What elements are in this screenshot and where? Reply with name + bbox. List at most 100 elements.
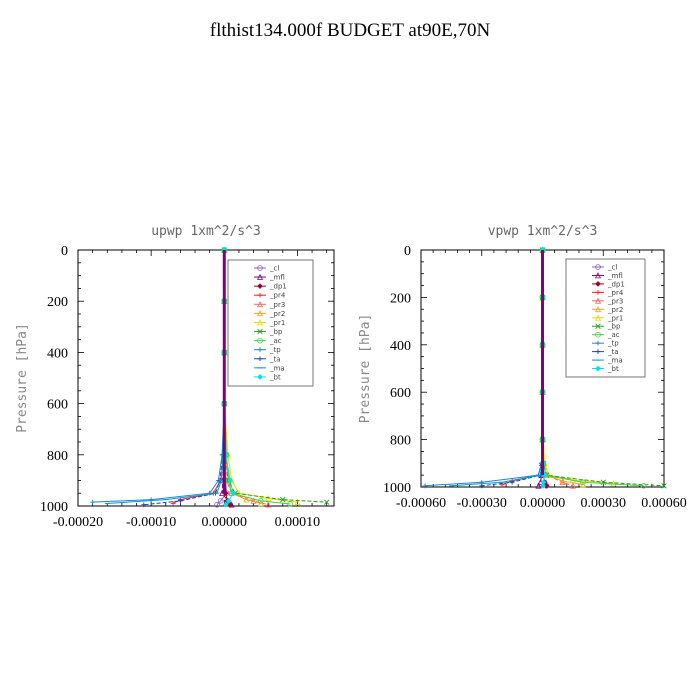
chart-title: upwp 1xm^2/s^3	[151, 224, 261, 239]
y-tick-label: 600	[47, 398, 68, 413]
legend-label: _mfl	[607, 272, 623, 280]
series-tp	[422, 247, 545, 489]
data-point	[227, 477, 233, 484]
chart-title: vpwp 1xm^2/s^3	[488, 224, 598, 239]
data-point	[265, 495, 272, 502]
y-axis-label: Pressure [hPa]	[15, 323, 30, 433]
x-tick-label: 0.00060	[641, 496, 687, 511]
legend-marker	[256, 319, 264, 326]
legend-marker	[257, 292, 263, 298]
data-point	[294, 498, 301, 505]
legend-marker	[595, 323, 601, 329]
x-tick-label: 0.00000	[520, 496, 566, 511]
legend-label: _dp1	[607, 280, 625, 288]
x-tick-label: -0.00060	[396, 496, 446, 511]
legend-marker	[594, 314, 602, 321]
data-point	[170, 501, 176, 506]
legend-label: _ma	[607, 357, 623, 365]
y-tick-label: 600	[390, 386, 411, 401]
series-ta	[141, 247, 227, 508]
data-point	[141, 502, 147, 508]
legend-box	[227, 259, 314, 387]
legend-label: _bt	[269, 373, 281, 381]
legend: _cl_mfl_dp1_pr4_pr3_pr2_pr1_bp_ac_tp_ta_…	[565, 258, 646, 378]
legend-marker	[257, 328, 263, 335]
legend-label: _cl	[607, 264, 617, 272]
legend-label: _pr3	[269, 301, 285, 309]
legend-marker	[257, 337, 263, 344]
data-point	[148, 497, 154, 502]
x-tick-label: -0.00010	[126, 515, 176, 530]
legend-label: _bt	[607, 365, 619, 373]
legend-label: _tp	[269, 346, 281, 354]
y-tick-label: 200	[390, 291, 411, 306]
legend-label: _ta	[607, 348, 619, 356]
y-axis-label: Pressure [hPa]	[358, 314, 373, 424]
legend-label: _bp	[607, 323, 621, 331]
legend-marker	[594, 272, 602, 279]
data-point	[214, 501, 220, 508]
x-tick-label: 0.00030	[581, 496, 627, 511]
series-line	[92, 250, 225, 503]
data-point	[580, 479, 586, 486]
legend-marker	[257, 374, 263, 380]
legend-label: _ma	[269, 364, 285, 372]
legend-marker	[595, 264, 601, 270]
series-line	[107, 250, 225, 504]
series-ta	[479, 247, 545, 489]
legend-marker	[595, 340, 601, 346]
legend-marker	[256, 301, 264, 308]
series-pr4	[170, 247, 227, 506]
legend: _cl_mfl_dp1_pr4_pr3_pr2_pr1_bp_ac_tp_ta_…	[227, 259, 314, 387]
x-tick-label: 0.00000	[202, 515, 248, 530]
data-point	[225, 498, 232, 504]
data-point	[90, 499, 96, 505]
page-title: flthist134.000f BUDGET at90E,70N	[209, 20, 491, 41]
data-point	[661, 483, 667, 489]
data-point	[217, 498, 224, 504]
legend-marker	[594, 297, 602, 304]
data-point	[569, 482, 576, 489]
y-tick-label: 1000	[40, 500, 68, 515]
data-point	[422, 483, 428, 489]
data-point	[257, 500, 264, 507]
x-tick-label: -0.00020	[53, 515, 103, 530]
series-line	[481, 250, 543, 487]
data-point	[230, 490, 236, 497]
series-tp	[90, 247, 227, 505]
legend-label: _pr1	[269, 319, 285, 327]
series-line	[172, 250, 225, 504]
legend-label: _ac	[269, 337, 282, 345]
y-tick-label: 0	[404, 244, 411, 259]
legend-marker	[595, 331, 601, 338]
legend-marker	[257, 347, 263, 353]
series-pr4	[499, 247, 545, 488]
series-ma	[104, 249, 227, 504]
data-point	[265, 501, 272, 508]
data-point	[323, 499, 330, 505]
legend-label: _dp1	[269, 283, 287, 291]
y-tick-label: 400	[390, 339, 411, 354]
data-point	[540, 482, 546, 489]
data-point	[559, 478, 566, 486]
legend-label: _pr1	[607, 314, 623, 322]
data-point	[243, 496, 250, 503]
legend-marker	[257, 265, 263, 271]
legend-label: _ta	[269, 355, 281, 363]
data-point	[207, 490, 213, 496]
y-tick-label: 800	[390, 434, 411, 449]
series-ma	[448, 249, 545, 487]
chart-panel-1: upwp 1xm^2/s^3 Pressure [hPa] 0 200 400 600 80…	[15, 224, 335, 530]
legend-marker	[595, 365, 601, 372]
legend-label: _pr2	[607, 306, 623, 314]
y-tick-label: 1000	[383, 481, 411, 496]
data-point	[559, 477, 566, 484]
series-line	[425, 250, 543, 487]
legend-label: _mfl	[269, 274, 285, 282]
legend-marker	[595, 281, 601, 287]
data-point	[280, 496, 286, 503]
data-point	[222, 501, 229, 508]
data-point	[610, 480, 617, 487]
series-line	[143, 250, 225, 506]
y-tick-label: 400	[47, 346, 68, 361]
